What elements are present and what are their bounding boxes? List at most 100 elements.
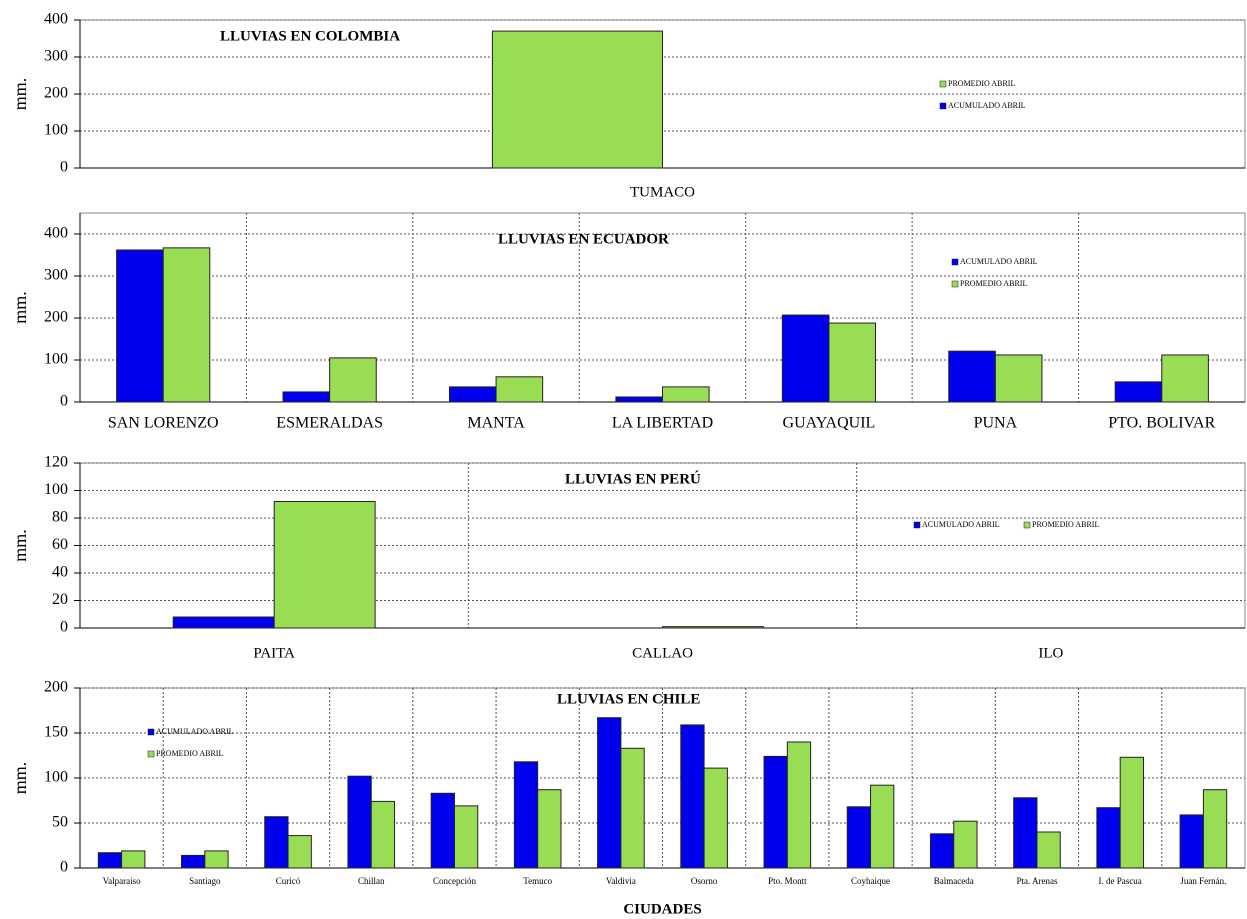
bar — [1202, 789, 1228, 869]
y-tick-label: 20 — [52, 591, 68, 608]
y-tick-label: 80 — [52, 509, 68, 526]
x-tick-label: Balmaceda — [934, 876, 974, 886]
y-tick-label: 0 — [60, 159, 68, 176]
y-tick-label: 200 — [44, 309, 68, 326]
bar — [282, 391, 331, 403]
x-tick-label: MANTA — [467, 415, 525, 432]
y-tick-label: 60 — [52, 536, 68, 553]
legend-label: ACUMULADO ABRIL — [922, 520, 1000, 529]
bar — [264, 816, 289, 869]
bar — [430, 792, 455, 869]
x-tick-label: GUAYAQUIL — [783, 415, 876, 432]
bar — [763, 755, 788, 869]
bar — [287, 835, 312, 869]
bar — [929, 833, 955, 869]
x-tick-label: I. de Pascua — [1099, 876, 1142, 886]
x-tick-label: CALLAO — [632, 645, 693, 661]
x-tick-label: Juan Fernán. — [1180, 876, 1226, 886]
bar — [620, 747, 645, 869]
y-tick-label: 300 — [44, 48, 68, 65]
y-tick-label: 0 — [60, 393, 68, 410]
chart-title: LLUVIAS EN ECUADOR — [498, 231, 669, 247]
x-tick-label: PAITA — [253, 645, 295, 661]
y-tick-label: 300 — [44, 267, 68, 284]
legend-label: PROMEDIO ABRIL — [948, 79, 1015, 88]
x-tick-label: Chillan — [358, 876, 385, 886]
legend-swatch — [939, 102, 947, 110]
y-axis-label: mm. — [10, 291, 30, 324]
y-tick-label: 40 — [52, 564, 68, 581]
y-tick-label: 100 — [44, 122, 68, 139]
legend-label: ACUMULADO ABRIL — [960, 257, 1038, 266]
legend-swatch — [951, 258, 959, 266]
bar — [181, 854, 206, 869]
bar — [781, 314, 830, 403]
x-tick-label: LA LIBERTAD — [612, 415, 713, 432]
bar — [121, 850, 146, 869]
bar — [870, 784, 895, 869]
bar — [953, 820, 978, 869]
x-tick-label: PTO. BOLIVAR — [1108, 415, 1215, 432]
legend-swatch — [939, 80, 947, 88]
x-tick-label: TUMACO — [630, 184, 695, 200]
bar — [513, 761, 539, 869]
bar — [1119, 756, 1144, 869]
bar — [597, 717, 622, 869]
bar — [786, 741, 812, 869]
x-tick-label: Temuco — [523, 876, 552, 886]
bar — [994, 354, 1043, 403]
bar — [204, 850, 229, 869]
x-tick-label: ESMERALDAS — [276, 415, 383, 432]
bar — [948, 350, 996, 403]
plot-frame — [79, 462, 1246, 629]
bar — [615, 396, 664, 403]
legend-label: ACUMULADO ABRIL — [948, 101, 1026, 110]
x-tick-label: Pta. Arenas — [1016, 876, 1057, 886]
y-tick-label: 50 — [52, 814, 68, 831]
legend-label: ACUMULADO ABRIL — [156, 727, 234, 736]
bar — [448, 386, 497, 403]
y-tick-label: 400 — [44, 225, 68, 242]
x-tick-label: PUNA — [974, 415, 1018, 432]
x-tick-label: Concepción — [433, 876, 476, 886]
y-tick-label: 100 — [44, 351, 68, 368]
chart-title: LLUVIAS EN PERÚ — [565, 470, 701, 487]
bar — [329, 357, 377, 403]
bar — [162, 247, 211, 403]
bar — [662, 386, 710, 403]
y-axis-label: mm. — [10, 762, 30, 795]
bar — [172, 616, 275, 629]
bar — [453, 805, 479, 869]
legend-swatch — [1023, 521, 1031, 529]
bar — [347, 775, 372, 869]
bar — [491, 30, 663, 169]
chart-title: LLUVIAS EN COLOMBIA — [220, 28, 400, 44]
legend-label: PROMEDIO ABRIL — [1032, 520, 1099, 529]
x-tick-label: Valdivia — [606, 876, 636, 886]
y-tick-label: 200 — [44, 85, 68, 102]
bar — [1036, 831, 1061, 869]
y-tick-label: 200 — [44, 679, 68, 696]
legend-label: PROMEDIO ABRIL — [156, 749, 223, 758]
x-axis-label: CIUDADES — [623, 901, 701, 917]
bar — [116, 249, 164, 403]
y-tick-label: 100 — [44, 769, 68, 786]
chart-title: LLUVIAS EN CHILE — [557, 691, 700, 707]
bar — [495, 376, 544, 403]
x-tick-label: ILO — [1038, 645, 1063, 661]
y-tick-label: 120 — [44, 454, 68, 471]
bar — [1114, 381, 1163, 403]
legend-label: PROMEDIO ABRIL — [960, 279, 1027, 288]
bar — [97, 852, 123, 869]
x-tick-label: Coyhaique — [851, 876, 890, 886]
bar — [662, 626, 764, 629]
x-tick-label: Valparaiso — [103, 876, 141, 886]
legend-swatch — [147, 750, 155, 758]
bar — [1179, 814, 1204, 869]
y-tick-label: 150 — [44, 724, 68, 741]
bar — [273, 501, 376, 629]
y-axis-label: mm. — [10, 529, 30, 562]
bar — [1013, 797, 1038, 869]
x-tick-label: Pto. Montt — [768, 876, 807, 886]
